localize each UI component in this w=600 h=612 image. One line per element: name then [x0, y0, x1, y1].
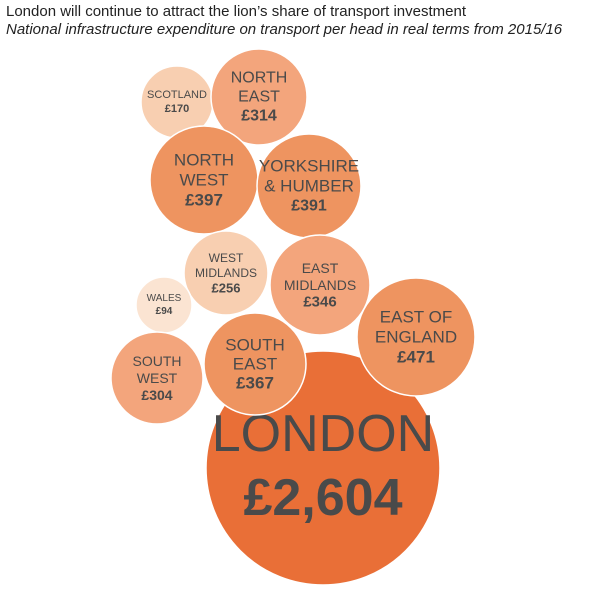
bubble-yorkshire-and-humber: YORKSHIRE& HUMBER £391 [256, 133, 362, 239]
bubble-circle-east-of-england [356, 277, 476, 397]
value-label-west-midlands: £256 [212, 281, 241, 296]
value-label-south-west: £304 [141, 387, 172, 403]
value-label-south-east: £367 [236, 374, 274, 393]
chart-subtitle: National infrastructure expenditure on t… [6, 21, 563, 38]
region-label-south-west-line-1: SOUTH [133, 353, 182, 369]
region-label-south-east-line-1: SOUTH [225, 336, 285, 355]
region-label-east-midlands-line-1: EAST [302, 260, 339, 276]
region-label-wales-line-1: WALES [147, 293, 182, 304]
region-label-south-east-line-2: EAST [233, 355, 277, 374]
region-label-yorkshire-and-humber-line-2: & HUMBER [264, 177, 354, 196]
region-label-east-of-england-line-2: ENGLAND [375, 328, 457, 347]
bubble-north-east: NORTH EAST £314 [210, 48, 308, 146]
bubble-circle-wales [135, 276, 193, 334]
value-label-east-midlands: £346 [303, 294, 336, 311]
region-label-north-west-line-1: NORTH [174, 151, 234, 170]
value-label-london: £2,604 [243, 469, 402, 527]
value-label-scotland: £170 [165, 103, 189, 115]
value-label-north-east: £314 [241, 108, 277, 125]
bubble-circle-west-midlands [183, 230, 269, 316]
bubble-circle-north-east [210, 48, 308, 146]
region-label-north-east-line-2: EAST [238, 89, 280, 106]
value-label-east-of-england: £471 [397, 348, 435, 367]
value-label-wales: £94 [156, 306, 173, 317]
value-label-north-west: £397 [185, 191, 223, 210]
bubble-circle-south-west [110, 331, 204, 425]
bubble-circle-south-east [203, 312, 307, 416]
region-label-south-west-line-2: WEST [137, 370, 178, 386]
region-label-east-midlands-line-2: MIDLANDS [284, 277, 356, 293]
region-label-north-east-line-1: NORTH [231, 70, 288, 87]
bubble-circle-east-midlands [269, 234, 371, 336]
region-label-scotland-line-1: SCOTLAND [147, 89, 207, 101]
value-label-yorkshire-and-humber: £391 [291, 198, 327, 215]
region-label-west-midlands-line-2: MIDLANDS [195, 266, 257, 280]
region-label-east-of-england-line-1: EAST OF [380, 308, 452, 327]
region-label-west-midlands-line-1: WEST [209, 251, 244, 265]
bubble-wales: WALES £94 [135, 276, 193, 334]
region-label-yorkshire-and-humber-line-1: YORKSHIRE [259, 157, 359, 176]
region-label-north-west-line-2: WEST [179, 171, 228, 190]
chart-title: London will continue to attract the lion… [6, 3, 466, 20]
